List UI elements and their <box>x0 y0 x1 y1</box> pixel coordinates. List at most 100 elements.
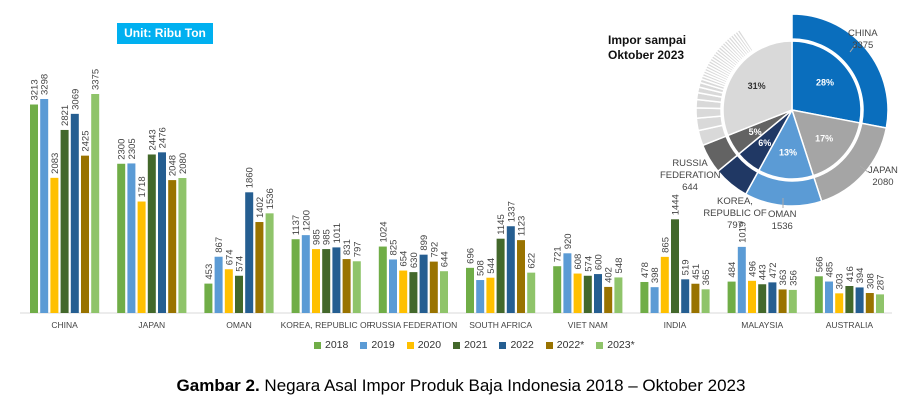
data-label: 548 <box>614 258 625 274</box>
bar-2020-MALAYSIA <box>748 280 756 313</box>
pie-title: Impor sampai Oktober 2023 <box>608 33 708 63</box>
data-label: 3213 <box>30 79 41 100</box>
pie-pct-label: 6% <box>758 138 771 148</box>
ring-segment-other <box>695 107 723 120</box>
value: 644 <box>682 182 698 193</box>
bar-2020-RUSSIA FEDERATION <box>399 270 408 313</box>
data-label: 287 <box>876 275 887 291</box>
data-label: 478 <box>640 262 651 278</box>
data-label: 451 <box>691 264 702 280</box>
pie-pct-label: 28% <box>816 78 834 88</box>
bar-2021-KOREA, REPUBLIC OF <box>322 249 331 313</box>
bar-2021-JAPAN <box>147 154 156 313</box>
bar-2022*-MALAYSIA <box>778 289 787 313</box>
bar-2022-KOREA, REPUBLIC OF <box>332 247 341 313</box>
data-label: 303 <box>835 273 846 289</box>
legend-label: 2022* <box>556 339 585 351</box>
category-label: MALAYSIA <box>741 320 783 330</box>
bar-2023*-SOUTH AFRICA <box>527 272 536 313</box>
legend: 2018 2019 2020 2021 2022 2022* 2023* <box>314 339 635 351</box>
data-label: 356 <box>788 270 799 286</box>
category-label: AUSTRALIA <box>826 320 874 330</box>
data-label: 696 <box>466 248 477 264</box>
data-label: 1402 <box>255 197 266 218</box>
bar-2022*-INDIA <box>691 283 700 313</box>
bar-2020-JAPAN <box>137 201 146 313</box>
data-label: 1011 <box>332 223 343 243</box>
category-label: SOUTH AFRICA <box>469 320 532 330</box>
data-label: 1337 <box>506 201 517 222</box>
legend-item: 2021 <box>453 339 487 351</box>
legend-item: 2020 <box>406 339 441 351</box>
bar-2021-RUSSIA FEDERATION <box>409 272 418 313</box>
data-label: 3375 <box>91 69 102 90</box>
bar-2022-AUSTRALIA <box>855 287 864 313</box>
data-label: 825 <box>389 240 400 256</box>
data-label: 1137 <box>291 215 302 235</box>
data-label: 2300 <box>117 139 128 160</box>
bar-2021-CHINA <box>60 129 69 313</box>
pie-slice <box>757 108 815 180</box>
data-label: 985 <box>312 229 323 245</box>
data-label: 867 <box>214 237 225 253</box>
label: CHINA <box>848 28 878 39</box>
data-label: 394 <box>855 268 866 284</box>
bar-2020-VIET NAM <box>573 273 582 313</box>
data-label: 654 <box>399 251 410 267</box>
leader-line <box>859 165 869 173</box>
data-label: 674 <box>224 249 235 265</box>
bar-2019-RUSSIA FEDERATION <box>389 259 397 313</box>
bar-2022*-SOUTH AFRICA <box>517 240 525 313</box>
bar-2020-OMAN <box>224 269 233 313</box>
category-label: OMAN <box>226 320 252 330</box>
pie-label-russia: RUSSIA FEDERATION 644 <box>660 158 721 194</box>
data-label: 920 <box>563 233 574 249</box>
data-label: 608 <box>573 254 584 270</box>
bar-2018-KOREA, REPUBLIC OF <box>291 239 300 313</box>
legend-swatch <box>360 341 368 349</box>
data-label: 1718 <box>137 176 148 197</box>
data-label: 484 <box>727 262 738 278</box>
bar-2023*-JAPAN <box>178 178 187 313</box>
bar-2022*-VIET NAM <box>604 286 613 313</box>
data-label: 453 <box>204 264 215 280</box>
bar-2020-INDIA <box>660 256 669 313</box>
bar-2019-AUSTRALIA <box>825 281 833 313</box>
label: RUSSIA FEDERATION <box>660 158 721 181</box>
bar-2022-INDIA <box>681 279 690 313</box>
caption-label: Gambar 2. <box>176 376 260 395</box>
data-label: 2305 <box>127 138 138 159</box>
legend-swatch <box>406 341 414 349</box>
data-label: 574 <box>235 256 246 272</box>
bar-2023*-KOREA, REPUBLIC OF <box>352 261 361 313</box>
bar-2021-AUSTRALIA <box>845 286 854 313</box>
legend-item: 2022 <box>499 339 534 351</box>
leader-line <box>849 43 857 53</box>
bar-2023*-VIET NAM <box>614 277 623 313</box>
bar-2022-VIET NAM <box>594 274 602 313</box>
legend-item: 2018 <box>314 339 348 351</box>
bar-2022-MALAYSIA <box>768 282 777 313</box>
label: KOREA, REPUBLIC OF <box>703 196 767 219</box>
data-label: 519 <box>681 259 692 275</box>
bar-2022*-RUSSIA FEDERATION <box>429 261 438 313</box>
bar-2022-OMAN <box>245 192 254 313</box>
legend-label: 2019 <box>371 339 395 351</box>
bar-2019-CHINA <box>40 98 49 313</box>
bar-2018-RUSSIA FEDERATION <box>378 246 387 313</box>
data-label: 2425 <box>81 131 92 152</box>
bar-2019-VIET NAM <box>563 253 572 313</box>
category-label: RUSSIA FEDERATION <box>370 320 458 330</box>
pie-slice <box>722 40 793 137</box>
legend-swatch <box>453 341 461 349</box>
unit-badge: Unit: Ribu Ton <box>117 23 213 44</box>
category-label: INDIA <box>664 320 687 330</box>
data-label: 574 <box>583 256 594 272</box>
category-label: KOREA, REPUBLIC OF <box>281 320 372 330</box>
data-label: 1123 <box>517 216 528 236</box>
bar-2023*-INDIA <box>701 289 710 313</box>
bar-2021-MALAYSIA <box>758 284 767 313</box>
data-label: 1200 <box>301 210 312 231</box>
